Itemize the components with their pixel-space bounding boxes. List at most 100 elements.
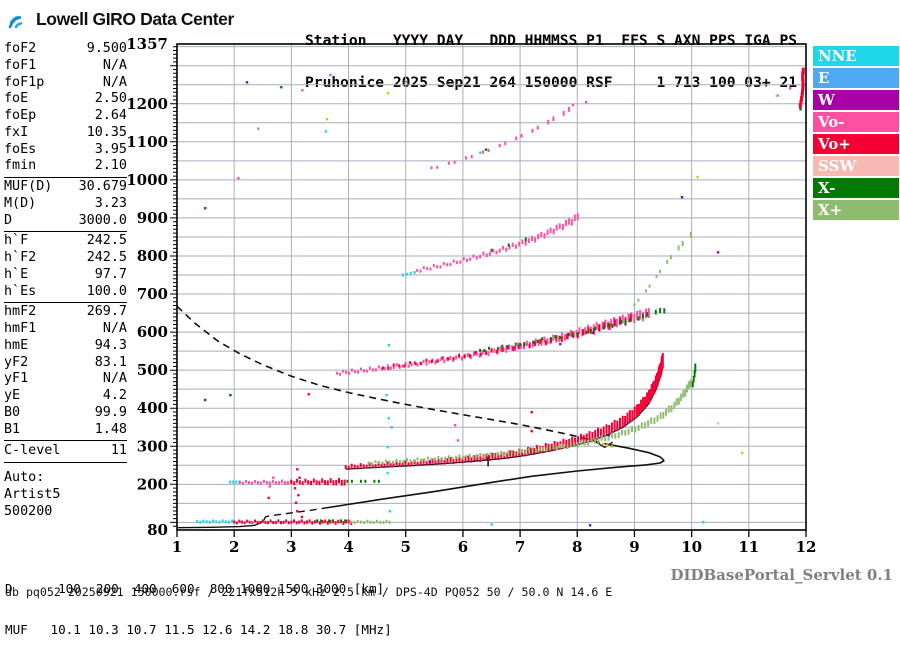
param-value: 1.48 bbox=[94, 421, 127, 437]
param-value: N/A bbox=[102, 371, 127, 387]
svg-text:500: 500 bbox=[137, 361, 168, 379]
legend-item-ssw: SSW bbox=[813, 156, 899, 176]
param-row: yF1 N/A bbox=[4, 371, 127, 388]
giro-logo-icon bbox=[8, 15, 23, 29]
param-row: fmin 2.10 bbox=[4, 158, 127, 175]
parameter-groups: foF2 9.500 foF1 N/A foF1p N/A foE 2.50 foEp 2.64 f… bbox=[4, 40, 127, 442]
param-value: 30.679 bbox=[78, 179, 127, 194]
muf-distance-table: D 100 200 400 600 800 1000 1500 3000 [km… bbox=[5, 555, 392, 650]
param-value: N/A bbox=[102, 321, 127, 336]
param-row: MUF(D) 30.679 bbox=[4, 179, 127, 196]
svg-text:1357: 1357 bbox=[126, 35, 168, 53]
param-label: D bbox=[4, 212, 13, 228]
svg-text:9: 9 bbox=[629, 538, 639, 556]
param-row: hmF1 N/A bbox=[4, 321, 127, 338]
param-row: fxI 10.35 bbox=[4, 125, 127, 142]
param-label: h`Es bbox=[4, 283, 37, 299]
muf-row: MUF 10.1 10.3 10.7 11.5 12.6 14.2 18.8 3… bbox=[5, 621, 392, 637]
param-value: 94.3 bbox=[94, 337, 127, 353]
param-row: B1 1.48 bbox=[4, 422, 127, 439]
param-value: 10.35 bbox=[86, 124, 127, 140]
param-value: 9.500 bbox=[86, 41, 127, 56]
param-label: foEs bbox=[4, 141, 37, 157]
param-value: 2.64 bbox=[94, 108, 127, 123]
param-row: h`F2 242.5 bbox=[4, 250, 127, 267]
param-label: fxI bbox=[4, 124, 29, 140]
svg-text:300: 300 bbox=[137, 437, 168, 455]
logo-text: Lowell GIRO Data Center bbox=[36, 8, 234, 29]
param-value: 4.2 bbox=[102, 388, 127, 403]
param-label: yE bbox=[4, 388, 21, 403]
legend-item-x: X+ bbox=[813, 200, 899, 220]
svg-text:200: 200 bbox=[137, 475, 168, 493]
svg-text:5: 5 bbox=[401, 538, 411, 556]
parameter-group: foF2 9.500 foF1 N/A foF1p N/A foE 2.50 foEp 2.64 f… bbox=[4, 40, 127, 178]
giro-logo: Lowell GIRO Data Center bbox=[8, 7, 234, 31]
param-row: B0 99.9 bbox=[4, 405, 127, 422]
param-label: foF1p bbox=[4, 74, 45, 90]
param-label: foEp bbox=[4, 108, 37, 123]
svg-text:10: 10 bbox=[681, 538, 702, 556]
param-label: foE bbox=[4, 91, 29, 107]
param-row: foEp 2.64 bbox=[4, 108, 127, 125]
param-row: foEs 3.95 bbox=[4, 142, 127, 159]
param-row: hmE 94.3 bbox=[4, 338, 127, 355]
legend-item-vo: Vo+ bbox=[813, 134, 899, 154]
auto-code: 500200 bbox=[4, 504, 53, 519]
auto-label: Auto: bbox=[4, 470, 45, 485]
param-label: h`F bbox=[4, 233, 29, 249]
param-value: 2.50 bbox=[94, 91, 127, 107]
param-value: 2.10 bbox=[94, 158, 127, 174]
svg-text:1200: 1200 bbox=[126, 95, 168, 113]
legend-item-w: W bbox=[813, 90, 899, 110]
legend-item-e: E bbox=[813, 68, 899, 88]
param-label: foF2 bbox=[4, 41, 37, 56]
parameter-group: hmF2 269.7 hmF1 N/A hmE 94.3 yF2 83.1 yF1 N/A yE 4.… bbox=[4, 303, 127, 442]
auto-engine: Artist5 bbox=[4, 487, 61, 502]
param-label: h`F2 bbox=[4, 250, 37, 265]
param-label: B0 bbox=[4, 404, 21, 420]
param-value: 100.0 bbox=[86, 283, 127, 299]
svg-text:3: 3 bbox=[286, 538, 296, 556]
station-values-row: Pruhonice 2025 Sep21 264 150000 RSF 1 71… bbox=[305, 74, 798, 91]
clevel-value: 11 bbox=[110, 443, 127, 459]
param-row: M(D) 3.23 bbox=[4, 196, 127, 213]
param-label: yF1 bbox=[4, 371, 29, 387]
param-row: yE 4.2 bbox=[4, 388, 127, 405]
ionogram-chart: 1 2 3 4 5 6 7 8 9 10 11 128020030040050060070080090… bbox=[126, 35, 816, 556]
svg-text:80: 80 bbox=[147, 521, 168, 539]
svg-text:1000: 1000 bbox=[126, 171, 168, 189]
svg-text:2: 2 bbox=[229, 538, 239, 556]
param-label: fmin bbox=[4, 158, 37, 174]
giro-ionogram-page: { "header": { "logo_text": "Lowell GIRO … bbox=[4, 7, 899, 636]
param-label: foF1 bbox=[4, 57, 37, 73]
confidence-level-row: C-level 11 bbox=[4, 441, 127, 463]
direction-legend: NNE E W Vo- Vo+ SSW X- X+ bbox=[813, 46, 899, 222]
param-row: yF2 83.1 bbox=[4, 355, 127, 372]
param-row: hmF2 269.7 bbox=[4, 304, 127, 321]
legend-item-nne: NNE bbox=[813, 46, 899, 66]
svg-text:6: 6 bbox=[458, 538, 468, 556]
svg-text:1100: 1100 bbox=[126, 133, 168, 151]
param-value: N/A bbox=[102, 57, 127, 73]
param-value: 99.9 bbox=[94, 404, 127, 420]
param-row: D 3000.0 bbox=[4, 213, 127, 230]
param-value: N/A bbox=[102, 74, 127, 90]
param-value: 3000.0 bbox=[78, 212, 127, 228]
parameter-group: h`F 242.5 h`F2 242.5 h`E 97.7 h`Es 100.0 bbox=[4, 232, 127, 304]
svg-text:1: 1 bbox=[172, 538, 182, 556]
param-label: hmF2 bbox=[4, 304, 37, 320]
param-row: foF2 9.500 bbox=[4, 41, 127, 58]
svg-text:900: 900 bbox=[137, 209, 168, 227]
param-value: 242.5 bbox=[86, 250, 127, 265]
legend-item-vo: Vo- bbox=[813, 112, 899, 132]
param-value: 242.5 bbox=[86, 233, 127, 249]
svg-text:8: 8 bbox=[572, 538, 582, 556]
svg-text:800: 800 bbox=[137, 247, 168, 265]
param-label: yF2 bbox=[4, 354, 29, 370]
parameter-panel: foF2 9.500 foF1 N/A foF1p N/A foE 2.50 foEp 2.64 f… bbox=[4, 40, 127, 520]
param-label: MUF(D) bbox=[4, 179, 53, 194]
autoscaling-block: Auto: Artist5 500200 bbox=[4, 463, 127, 520]
param-label: hmE bbox=[4, 337, 29, 353]
clevel-label: C-level bbox=[4, 443, 61, 459]
